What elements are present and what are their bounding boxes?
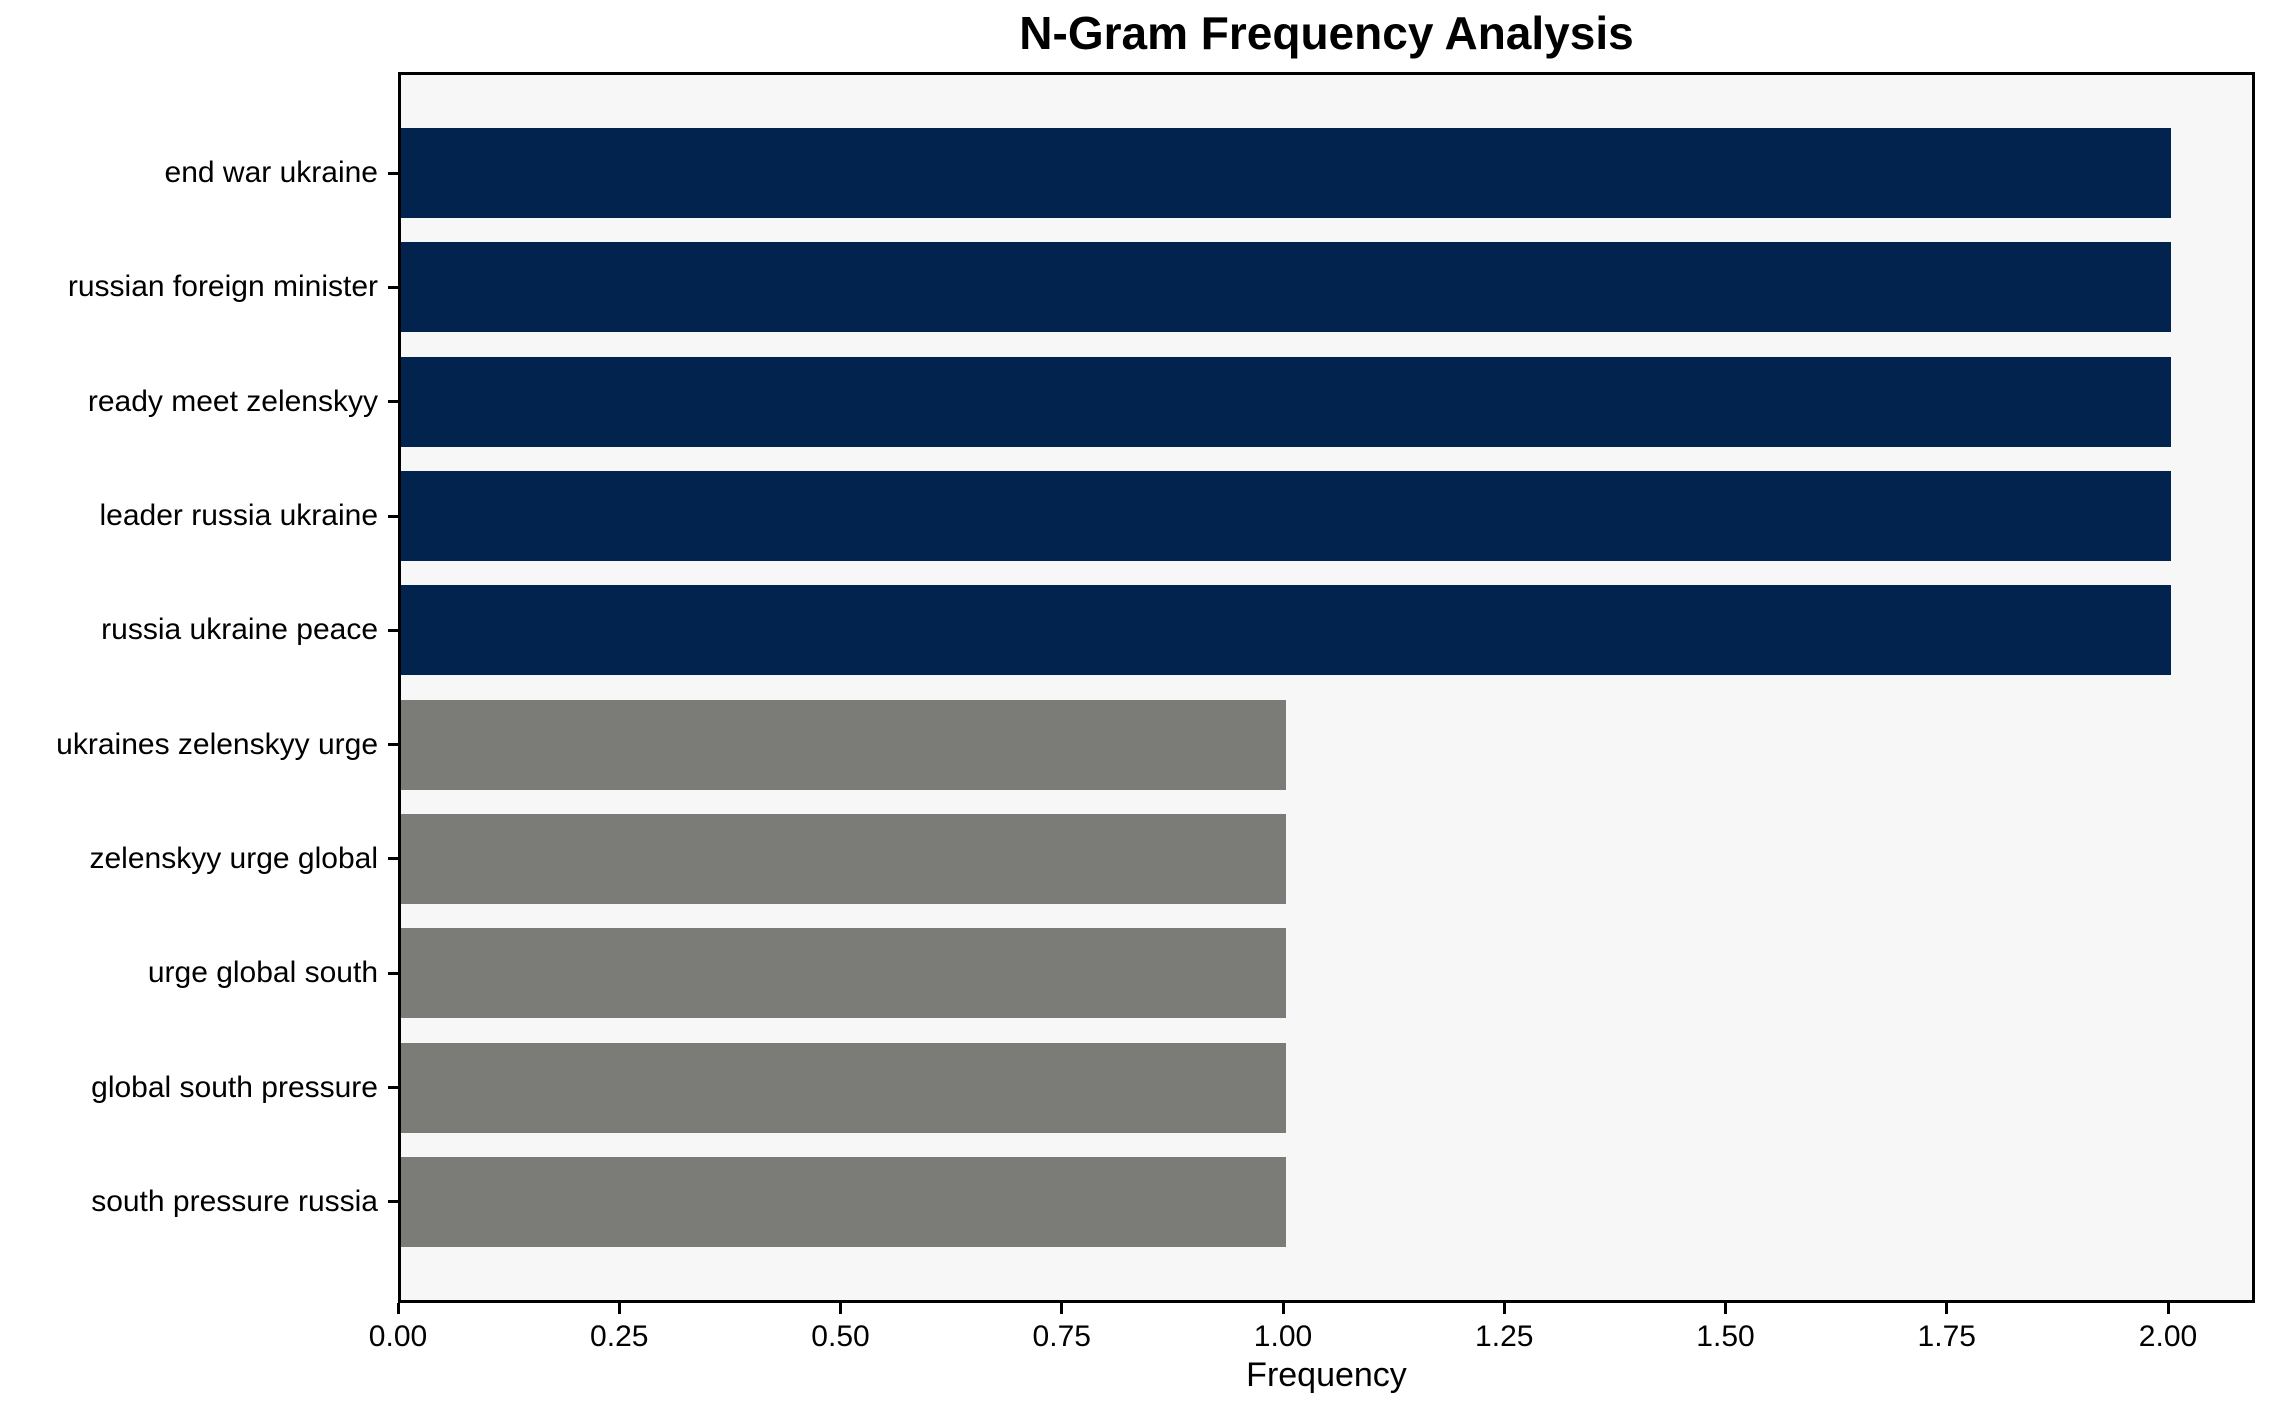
y-tick-label: russia ukraine peace bbox=[101, 613, 378, 647]
x-tick-mark bbox=[1502, 1303, 1506, 1314]
y-tick: zelenskyy urge global bbox=[0, 802, 398, 916]
x-tick-label: 1.00 bbox=[1253, 1320, 1313, 1353]
y-tick-label: ukraines zelenskyy urge bbox=[56, 727, 378, 761]
y-tick-label: urge global south bbox=[147, 956, 378, 990]
bar-row bbox=[401, 1145, 2252, 1259]
y-tick-mark bbox=[388, 285, 398, 289]
y-tick-mark bbox=[388, 628, 398, 632]
bar bbox=[401, 813, 1286, 904]
y-tick: south pressure russia bbox=[0, 1145, 398, 1259]
y-tick: global south pressure bbox=[0, 1030, 398, 1144]
bar bbox=[401, 1042, 1286, 1133]
y-tick-label: end war ukraine bbox=[164, 156, 378, 190]
y-tick: ready meet zelenskyy bbox=[0, 345, 398, 459]
bar-row bbox=[401, 230, 2252, 344]
bar bbox=[401, 585, 2171, 676]
bar-row bbox=[401, 573, 2252, 687]
x-tick-mark bbox=[839, 1303, 842, 1314]
bar-row bbox=[401, 1030, 2252, 1144]
y-tick-mark bbox=[388, 1086, 398, 1090]
bars bbox=[401, 75, 2252, 1300]
bar bbox=[401, 928, 1286, 1019]
x-tick-label: 0.00 bbox=[368, 1320, 428, 1353]
x-tick-mark bbox=[1945, 1303, 1949, 1314]
bar-row bbox=[401, 916, 2252, 1030]
x-tick-mark bbox=[396, 1303, 400, 1314]
y-tick-mark bbox=[388, 400, 398, 404]
bar-row bbox=[401, 116, 2252, 230]
bar bbox=[401, 356, 2171, 447]
x-tick-mark bbox=[1281, 1303, 1285, 1314]
y-tick-label: russian foreign minister bbox=[67, 270, 378, 304]
x-tick-label: 2.00 bbox=[2138, 1320, 2198, 1353]
x-tick-label: 1.50 bbox=[1696, 1320, 1755, 1353]
y-tick-label: zelenskyy urge global bbox=[89, 841, 378, 875]
plot-area bbox=[398, 72, 2255, 1303]
x-axis: 0.00 0.25 0.50 0.75 1.00 1.25 1.50 1.75 2.00 bbox=[369, 1303, 2255, 1373]
bar bbox=[401, 699, 1286, 790]
x-axis-label: Frequency bbox=[1246, 1356, 1407, 1394]
y-tick-label: leader russia ukraine bbox=[99, 499, 378, 533]
x-tick-label: 0.75 bbox=[1032, 1320, 1091, 1353]
y-tick: end war ukraine bbox=[0, 116, 398, 230]
bar-row bbox=[401, 802, 2252, 916]
x-tick-mark bbox=[1060, 1303, 1064, 1314]
bar-row bbox=[401, 345, 2252, 459]
y-tick-label: south pressure russia bbox=[91, 1184, 378, 1218]
y-tick-mark bbox=[388, 514, 398, 518]
x-tick-label: 1.25 bbox=[1475, 1320, 1534, 1353]
y-tick-mark bbox=[388, 743, 398, 747]
bar-row bbox=[401, 687, 2252, 801]
x-tick-label: 0.25 bbox=[590, 1320, 649, 1353]
y-tick-label: global south pressure bbox=[91, 1070, 378, 1104]
y-tick: russian foreign minister bbox=[0, 230, 398, 344]
chart-title: N-Gram Frequency Analysis bbox=[1019, 7, 1634, 59]
bar bbox=[401, 471, 2171, 562]
x-tick-mark bbox=[617, 1303, 621, 1314]
y-tick-mark bbox=[388, 171, 398, 175]
y-tick: urge global south bbox=[0, 916, 398, 1030]
x-tick-mark bbox=[2166, 1303, 2170, 1314]
bar-row bbox=[401, 459, 2252, 573]
y-tick: leader russia ukraine bbox=[0, 459, 398, 573]
y-tick-mark bbox=[388, 971, 398, 975]
bar bbox=[401, 1156, 1286, 1247]
y-tick: ukraines zelenskyy urge bbox=[0, 687, 398, 801]
y-tick-mark bbox=[388, 1200, 398, 1204]
x-tick-mark bbox=[1724, 1303, 1727, 1314]
y-axis: end war ukraine russian foreign minister r… bbox=[0, 75, 398, 1300]
y-tick-mark bbox=[388, 857, 398, 861]
x-tick-label: 1.75 bbox=[1917, 1320, 1976, 1353]
x-tick-label: 0.50 bbox=[811, 1320, 870, 1353]
bar bbox=[401, 242, 2171, 333]
y-tick-label: ready meet zelenskyy bbox=[87, 384, 378, 418]
bar bbox=[401, 128, 2171, 219]
y-tick: russia ukraine peace bbox=[0, 573, 398, 687]
